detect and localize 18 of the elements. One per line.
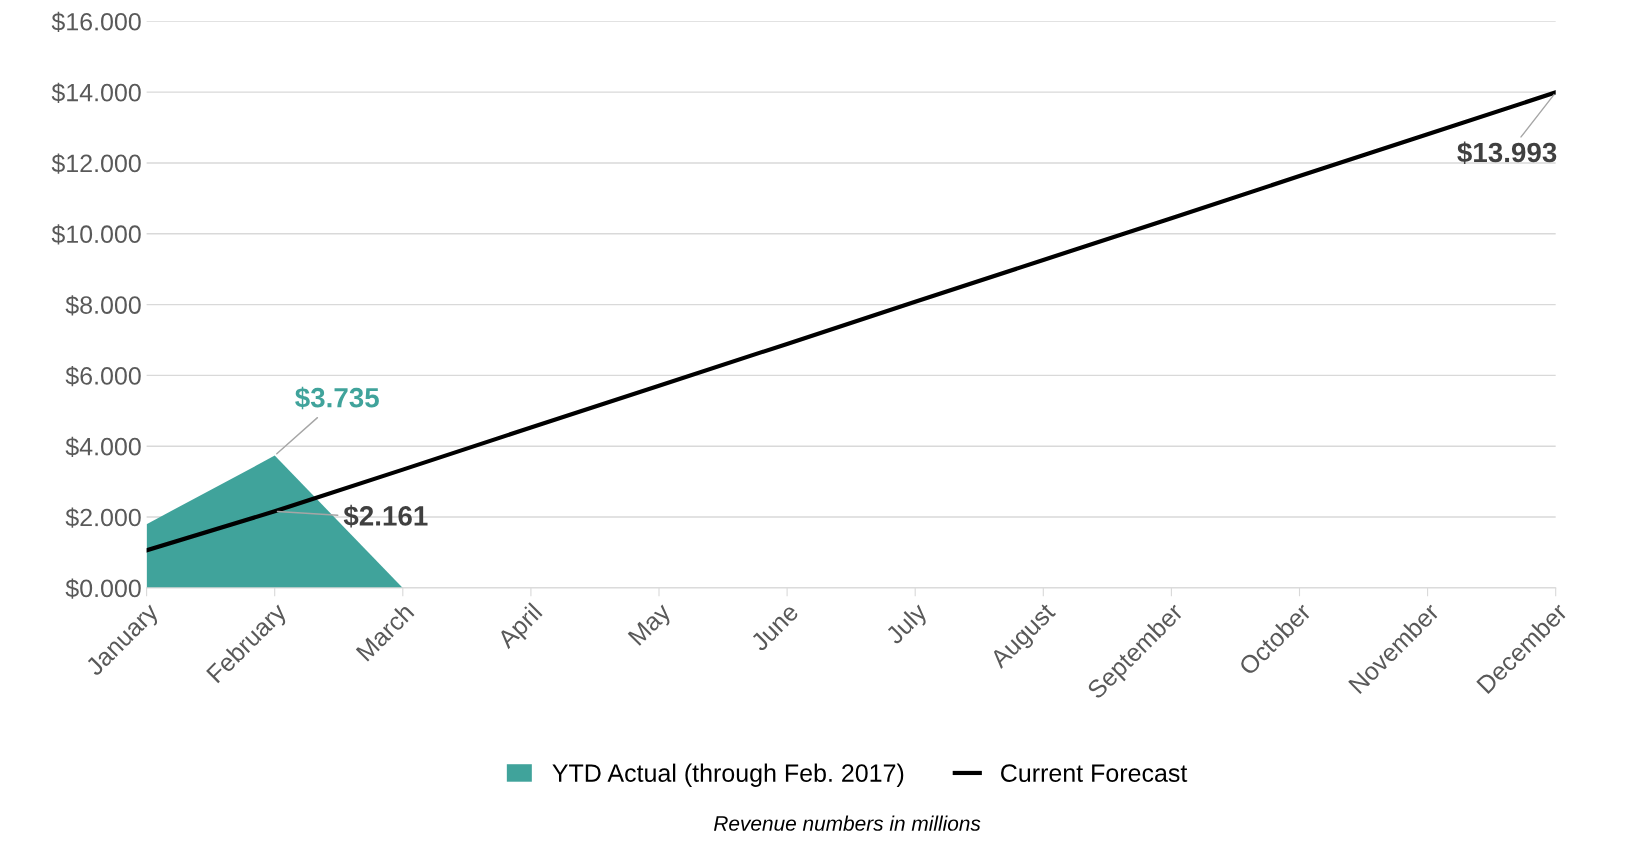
x-tick-label: July [884, 601, 932, 649]
x-tick-label: May [627, 601, 676, 650]
y-tick-label: $14.000 [51, 82, 141, 103]
y-tick-label: $12.000 [51, 153, 141, 174]
y-tick-label: $10.000 [51, 224, 141, 245]
legend-label: Current Forecast [1001, 764, 1188, 782]
y-tick-label: $16.000 [51, 11, 141, 33]
data-label: $3.735 [295, 386, 379, 410]
data-label: $13.993 [1457, 141, 1557, 165]
line-series [146, 90, 1556, 553]
y-tick-label: $6.000 [65, 365, 141, 387]
y-tick-label: $4.000 [65, 436, 141, 458]
y-tick-label: $8.000 [65, 295, 141, 316]
y-tick-label: $0.000 [65, 578, 141, 599]
text: Revenue numbers in millions [713, 815, 981, 831]
data-label: $2.161 [343, 504, 428, 528]
y-tick-label: $2.000 [65, 507, 141, 528]
legend-label: YTD Actual (through Feb. 2017) [552, 763, 904, 787]
